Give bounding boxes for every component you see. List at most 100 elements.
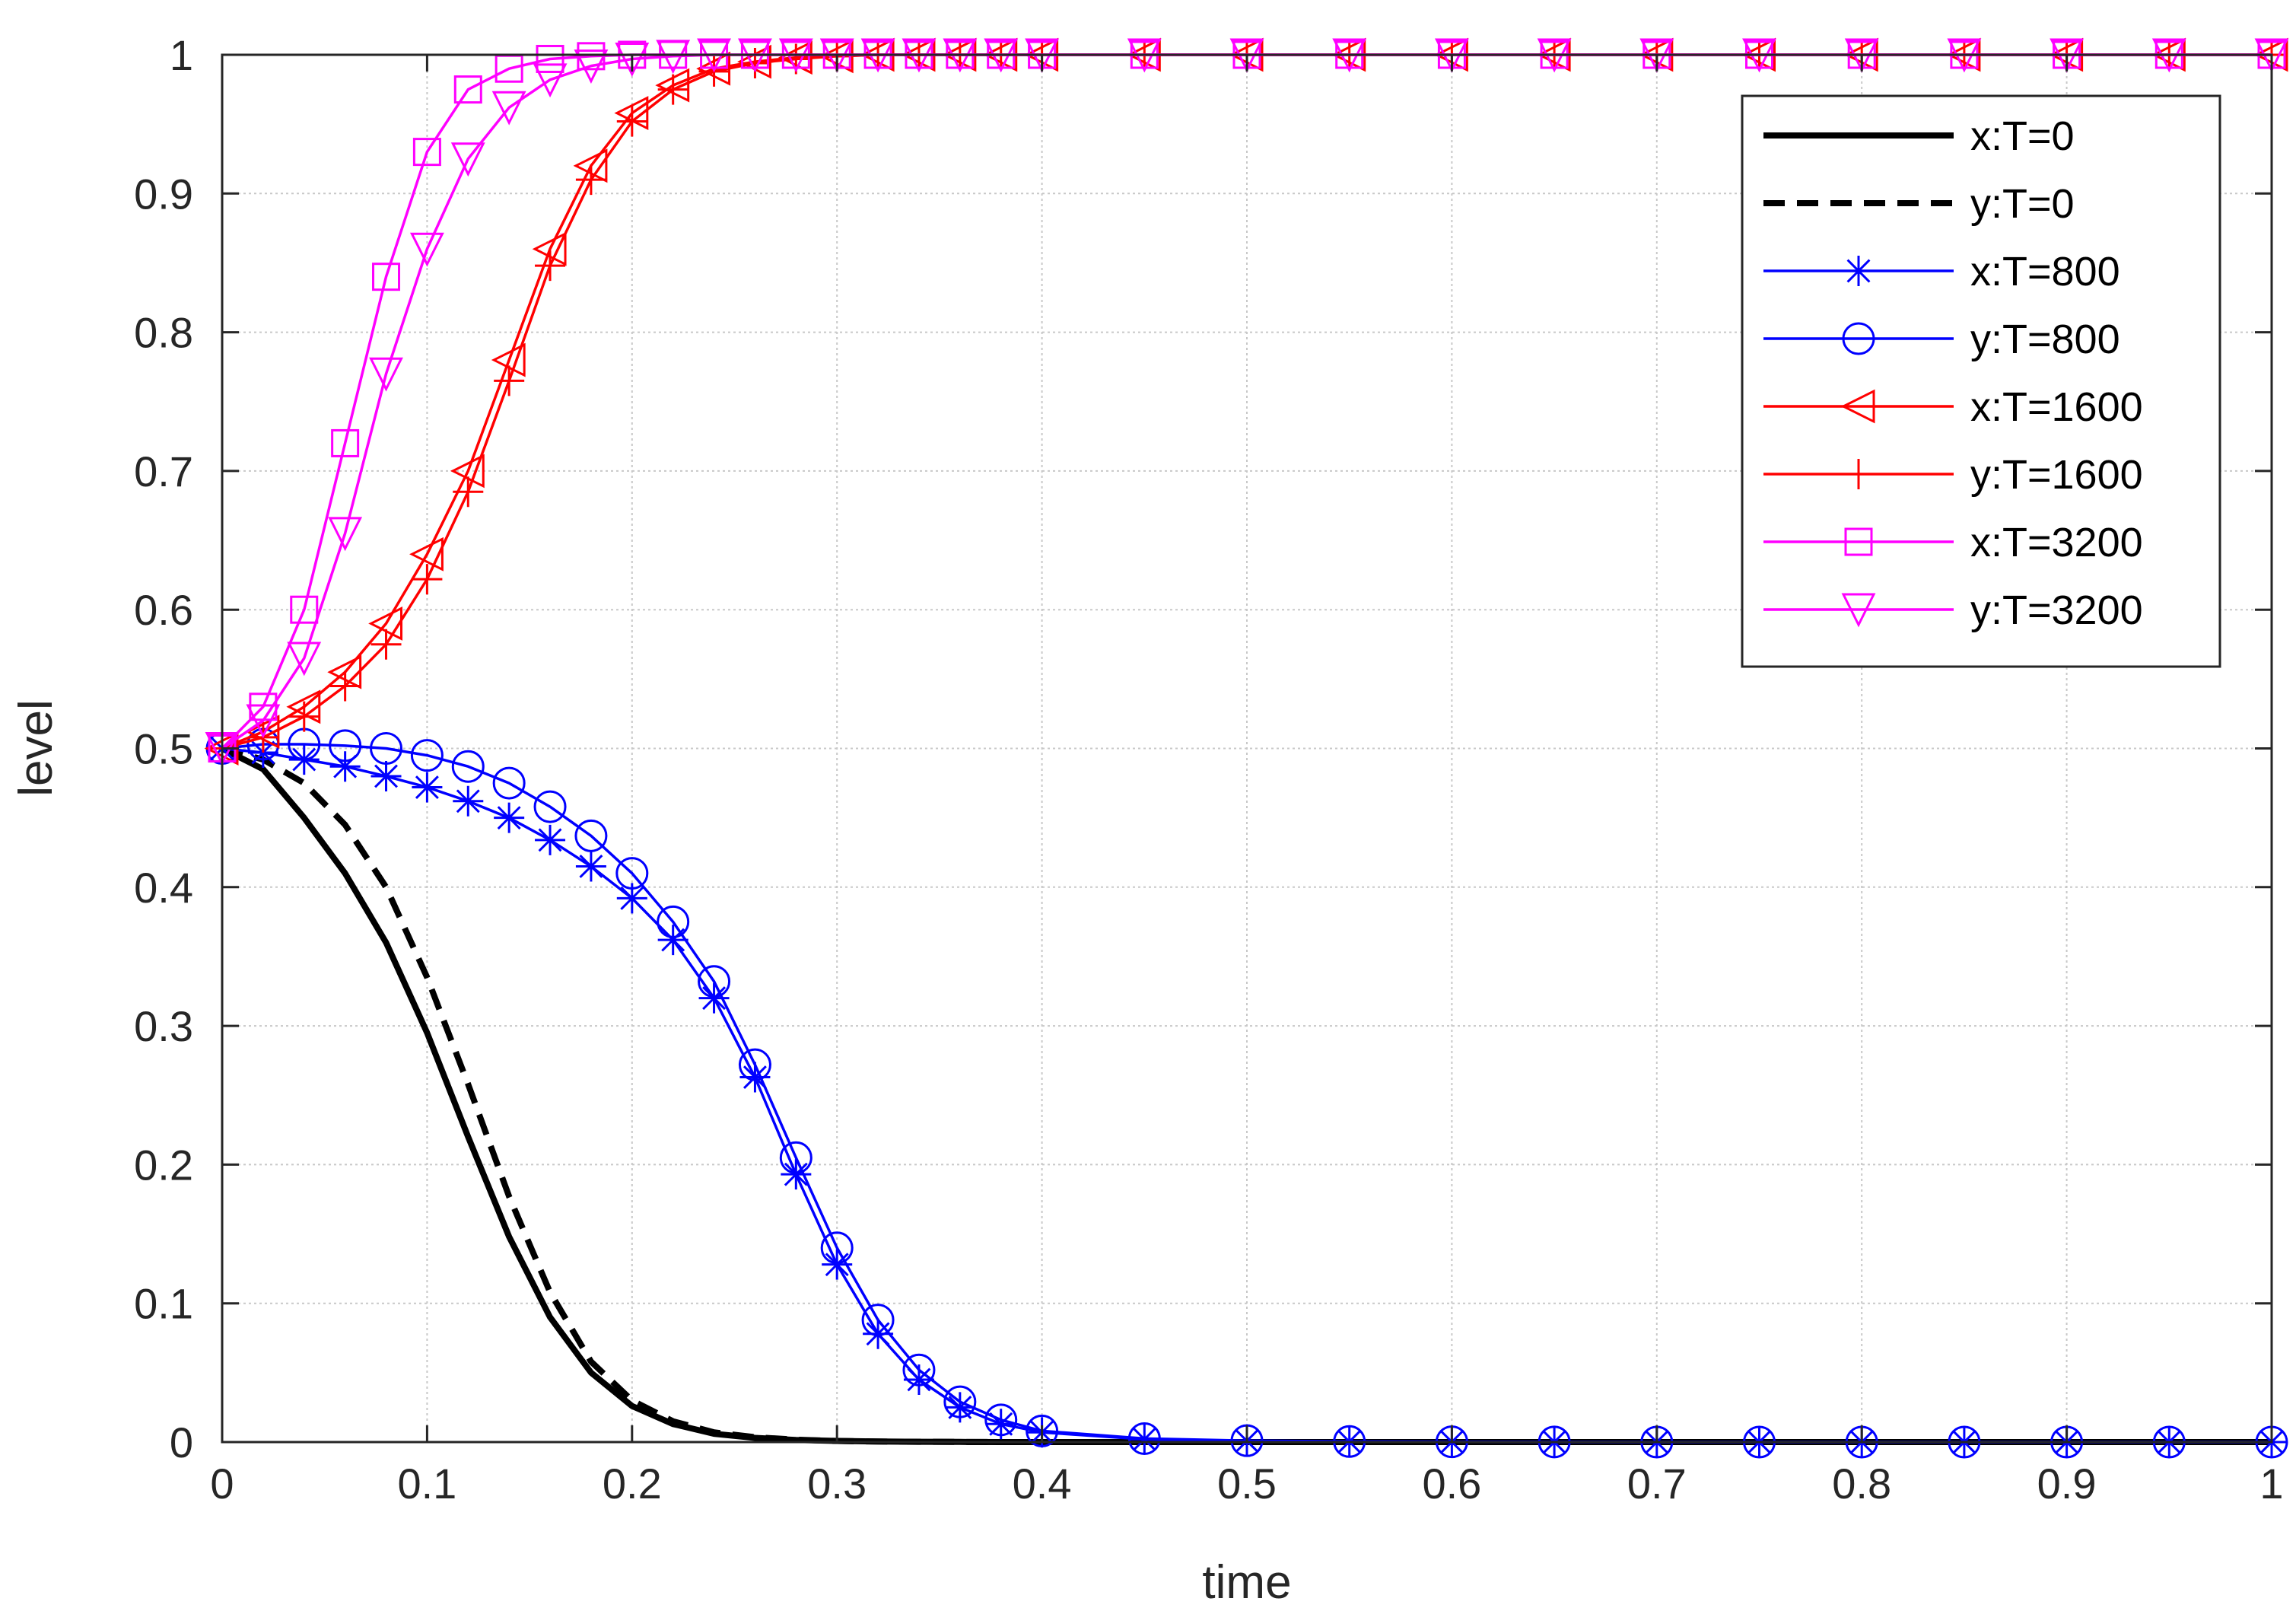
y-axis-label: level — [10, 699, 62, 797]
marker-x-t-800 — [944, 1392, 975, 1423]
x-tick-label: 0 — [210, 1460, 234, 1508]
x-axis-label: time — [1202, 1556, 1291, 1609]
marker-y-t-3200 — [491, 91, 526, 126]
marker-x-t-800 — [781, 1159, 812, 1190]
x-tick-label: 0.7 — [1627, 1460, 1687, 1508]
marker-x-t-800 — [535, 824, 566, 855]
marker-y-t-3200 — [533, 63, 568, 98]
marker-y-t-800 — [820, 1231, 854, 1265]
marker-y-t-1600 — [657, 74, 688, 105]
legend-label-y-t-800: y:T=800 — [1970, 317, 2120, 362]
marker-x-t-3200 — [372, 263, 401, 291]
marker-y-t-1600 — [329, 670, 361, 702]
marker-y-t-800 — [492, 766, 526, 800]
x-tick-label: 0.5 — [1217, 1460, 1277, 1508]
marker-y-t-800 — [1026, 1414, 1059, 1447]
marker-x-t-3200 — [536, 44, 564, 73]
legend-label-x-t-1600: x:T=1600 — [1970, 384, 2143, 430]
y-tick-label: 0.8 — [134, 309, 193, 357]
y-tick-label: 0.6 — [134, 586, 193, 634]
marker-x-t-800 — [370, 760, 402, 791]
marker-x-t-800 — [903, 1364, 934, 1395]
marker-x-t-800 — [616, 883, 647, 914]
marker-y-t-800 — [984, 1403, 1018, 1437]
marker-y-t-1600 — [370, 629, 402, 660]
x-tick-label: 0.2 — [603, 1460, 662, 1508]
marker-x-t-800 — [575, 851, 606, 882]
legend: x:T=0 y:T=0 x:T=800 y:T=800 x:T=1600 y:T=1600… — [1741, 94, 2221, 668]
marker-x-t-800 — [412, 772, 443, 803]
marker-y-t-3200 — [246, 704, 281, 739]
marker-y-t-800 — [370, 732, 403, 765]
legend-marker-x-t-1600 — [1840, 389, 1875, 424]
marker-x-t-3200 — [290, 595, 319, 624]
marker-y-t-3200 — [574, 49, 609, 84]
legend-label-x-t-0: x:T=0 — [1970, 113, 2075, 159]
marker-y-t-1600 — [575, 164, 606, 196]
x-tick-label: 0.1 — [397, 1460, 456, 1508]
y-tick-label: 0.5 — [134, 725, 193, 773]
legend-label-y-t-3200: y:T=3200 — [1970, 587, 2143, 633]
y-tick-label: 0 — [170, 1418, 193, 1466]
marker-y-t-3200 — [409, 232, 444, 267]
legend-label-y-t-0: y:T=0 — [1970, 181, 2075, 227]
marker-x-t-800 — [985, 1409, 1016, 1440]
marker-y-t-800 — [615, 857, 649, 890]
marker-y-t-3200 — [615, 42, 650, 77]
legend-label-x-t-800: x:T=800 — [1970, 249, 2120, 295]
legend-marker-y-t-1600 — [1843, 459, 1874, 489]
marker-y-t-800 — [779, 1141, 813, 1174]
marker-x-t-800 — [822, 1249, 853, 1280]
legend-marker-y-t-3200 — [1841, 593, 1876, 628]
x-tick-label: 0.4 — [1013, 1460, 1072, 1508]
marker-y-t-800 — [451, 750, 485, 783]
marker-y-t-800 — [902, 1353, 936, 1387]
marker-y-t-3200 — [369, 357, 403, 392]
marker-y-t-800 — [329, 729, 362, 763]
marker-x-t-800 — [453, 785, 484, 817]
legend-label-y-t-1600: y:T=1600 — [1970, 452, 2143, 498]
marker-y-t-1600 — [535, 250, 566, 282]
x-tick-label: 0.6 — [1422, 1460, 1481, 1508]
y-tick-label: 1 — [170, 31, 193, 79]
marker-y-t-1600 — [412, 564, 443, 595]
marker-x-t-3200 — [412, 138, 441, 167]
marker-y-t-1600 — [453, 476, 484, 508]
marker-y-t-800 — [1127, 1422, 1161, 1455]
marker-y-t-800 — [410, 739, 444, 772]
legend-box — [1741, 94, 2221, 668]
x-tick-label: 0.3 — [807, 1460, 867, 1508]
marker-y-t-1600 — [616, 106, 647, 137]
marker-y-t-800 — [574, 819, 608, 852]
marker-x-t-800 — [247, 737, 278, 768]
marker-y-t-1600 — [494, 365, 525, 396]
y-tick-label: 0.7 — [134, 447, 193, 495]
marker-y-t-800 — [698, 965, 731, 998]
marker-x-t-3200 — [453, 75, 482, 104]
y-tick-label: 0.2 — [134, 1141, 193, 1189]
grid — [222, 55, 2272, 1442]
marker-y-t-1600 — [288, 701, 320, 732]
marker-x-t-800 — [698, 982, 730, 1014]
marker-y-t-1600 — [739, 47, 771, 78]
marker-y-t-800 — [861, 1304, 895, 1337]
marker-y-t-3200 — [450, 142, 485, 177]
y-tick-label: 0.9 — [134, 170, 193, 218]
marker-y-t-3200 — [656, 40, 691, 75]
marker-y-t-800 — [738, 1048, 771, 1081]
marker-y-t-3200 — [287, 642, 322, 677]
marker-x-t-800 — [739, 1062, 771, 1093]
marker-y-t-800 — [657, 905, 690, 938]
marker-x-t-800 — [863, 1318, 894, 1349]
legend-marker-y-t-800 — [1842, 322, 1875, 355]
marker-x-t-800 — [657, 925, 688, 956]
y-tick-label: 0.4 — [134, 864, 193, 912]
y-tick-label: 0.3 — [134, 1002, 193, 1050]
x-tick-label: 0.8 — [1832, 1460, 1891, 1508]
x-tick-label: 0.9 — [2037, 1460, 2097, 1508]
marker-x-t-1600 — [409, 536, 444, 571]
legend-marker-x-t-3200 — [1844, 527, 1873, 556]
marker-y-t-800 — [533, 790, 567, 823]
y-tick-label: 0.1 — [134, 1280, 193, 1328]
